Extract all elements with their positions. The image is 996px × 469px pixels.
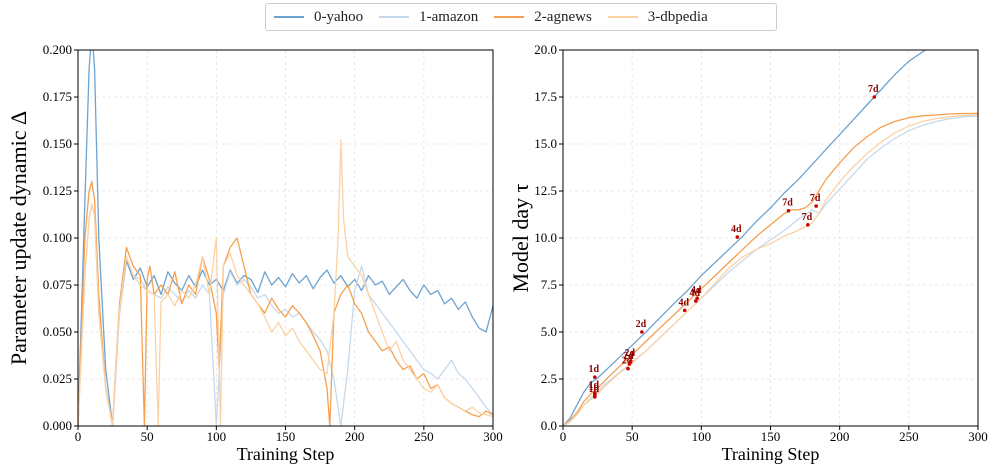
legend-label: 1-amazon (419, 8, 479, 25)
annotation-point (695, 296, 699, 300)
annotation-point (640, 330, 644, 334)
y-tick-label: 0.175 (43, 89, 72, 104)
annotation-point (593, 391, 597, 395)
legend-swatch (379, 16, 410, 18)
y-tick-label: 0.150 (43, 136, 72, 151)
x-tick-label: 100 (207, 429, 227, 444)
annotation-label: 2d (636, 319, 647, 330)
legend-item-0-yahoo: 0-yahoo (274, 9, 363, 26)
series-line-3-dbpedia (78, 139, 493, 426)
annotation-point (806, 223, 810, 227)
y-tick-label: 0.050 (43, 324, 72, 339)
legend: 0-yahoo 1-amazon 2-agnews 3-dbpedia (265, 3, 777, 31)
y-tick-label: 17.5 (534, 89, 557, 104)
y-tick-label: 2.5 (541, 371, 557, 386)
annotation-label: 4d (678, 297, 689, 308)
legend-label: 2-agnews (534, 8, 592, 25)
x-tick-label: 250 (414, 429, 434, 444)
x-tick-label: 150 (761, 429, 781, 444)
annotation-point (694, 299, 698, 303)
series-group (563, 50, 978, 426)
x-tick-label: 50 (626, 429, 639, 444)
x-tick-label: 200 (345, 429, 365, 444)
legend-label: 0-yahoo (314, 8, 364, 25)
x-tick-label: 200 (830, 429, 850, 444)
series-line-2-agnews (563, 112, 978, 426)
annotation-point (628, 359, 633, 363)
left-chart-parameter-update: 0 50 100 150 200 250 300 0.000 0.025 0.050 0.075 0.… (6, 42, 503, 464)
y-tick-label: 0.000 (43, 418, 72, 433)
annotation-label: 4d (691, 285, 702, 296)
x-tick-label: 100 (692, 429, 712, 444)
legend-item-2-agnews: 2-agnews (494, 8, 592, 26)
x-tick-label: 150 (276, 429, 296, 444)
y-tick-label: 0.025 (43, 371, 72, 386)
annotation-label: 4d (690, 288, 701, 299)
y-tick-label: 5.0 (541, 324, 557, 339)
annotation-label: 4d (731, 224, 742, 235)
annotation-label: 2d (622, 356, 633, 367)
annotation-point (627, 362, 632, 366)
y-tick-label: 0.0 (541, 418, 557, 433)
annotation-point (786, 208, 791, 213)
y-axis-label: Parameter update dynamic Δ (6, 111, 31, 365)
annotation-label: 2d (625, 348, 636, 359)
y-tick-label: 0.100 (43, 230, 72, 245)
legend-label: 3-dbpedia (647, 8, 708, 25)
annotation-point (626, 366, 630, 371)
legend-swatch (607, 16, 638, 18)
annotation-point (682, 308, 687, 313)
annotation-label: 1d (589, 364, 600, 375)
x-tick-label: 0 (75, 429, 82, 444)
x-tick-label: 250 (899, 429, 919, 444)
annotation-point (872, 95, 877, 99)
y-tick-label: 15.0 (534, 136, 557, 151)
x-axis-label: Training Step (722, 444, 820, 464)
y-tick-label: 10.0 (534, 230, 557, 245)
annotation-point (593, 375, 597, 379)
y-tick-label: 12.5 (534, 183, 557, 198)
legend-swatch (494, 16, 525, 18)
y-tick-label: 0.200 (43, 42, 72, 57)
annotation-label: 2d (623, 351, 634, 362)
series-line-0-yahoo (78, 50, 493, 426)
series-line-3-dbpedia (563, 114, 978, 426)
series-group (78, 50, 493, 426)
annotation-label: 1d (589, 384, 600, 395)
annotation-label: 1d (589, 380, 600, 391)
annotation-point (735, 235, 740, 239)
y-tick-label: 7.5 (541, 277, 557, 292)
x-tick-label: 300 (968, 429, 988, 444)
x-tick-label: 0 (560, 429, 567, 444)
legend-item-1-amazon: 1-amazon (379, 9, 478, 26)
legend-swatch (274, 16, 304, 18)
y-tick-label: 0.125 (43, 183, 72, 198)
annotation-label: 7d (868, 84, 879, 95)
y-axis-label: Model day τ (508, 183, 533, 292)
annotation-point (814, 204, 818, 208)
series-line-0-yahoo (563, 50, 926, 426)
x-tick-label: 300 (483, 429, 503, 444)
annotation-label: 7d (802, 212, 813, 223)
annotation-label: 1d (589, 382, 600, 393)
annotation-label: 7d (810, 193, 821, 204)
annotation-label: 7d (782, 198, 793, 209)
legend-item-3-dbpedia: 3-dbpedia (607, 8, 708, 26)
series-line-1-amazon (563, 115, 978, 426)
x-axis-label: Training Step (237, 444, 335, 464)
y-tick-label: 20.0 (534, 42, 557, 57)
y-tick-label: 0.075 (43, 277, 72, 292)
x-tick-label: 50 (141, 429, 154, 444)
